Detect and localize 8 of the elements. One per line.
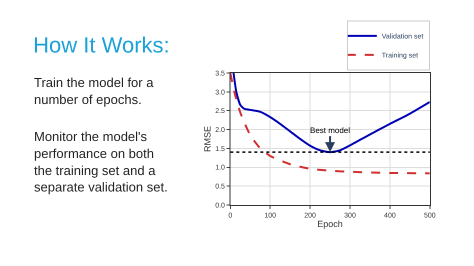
y-axis-title: RMSE — [202, 126, 213, 152]
line-series — [230, 72, 430, 174]
text: Monitor the model's performance on both the training set and a separate validation set. — [34, 129, 168, 195]
chart-title: How It Works: — [33, 32, 170, 58]
annotation: Best model — [310, 126, 350, 135]
line-series — [232, 72, 430, 154]
text: Train the model for a number of epochs. — [34, 75, 154, 107]
x-axis-title: Epoch — [317, 219, 343, 230]
